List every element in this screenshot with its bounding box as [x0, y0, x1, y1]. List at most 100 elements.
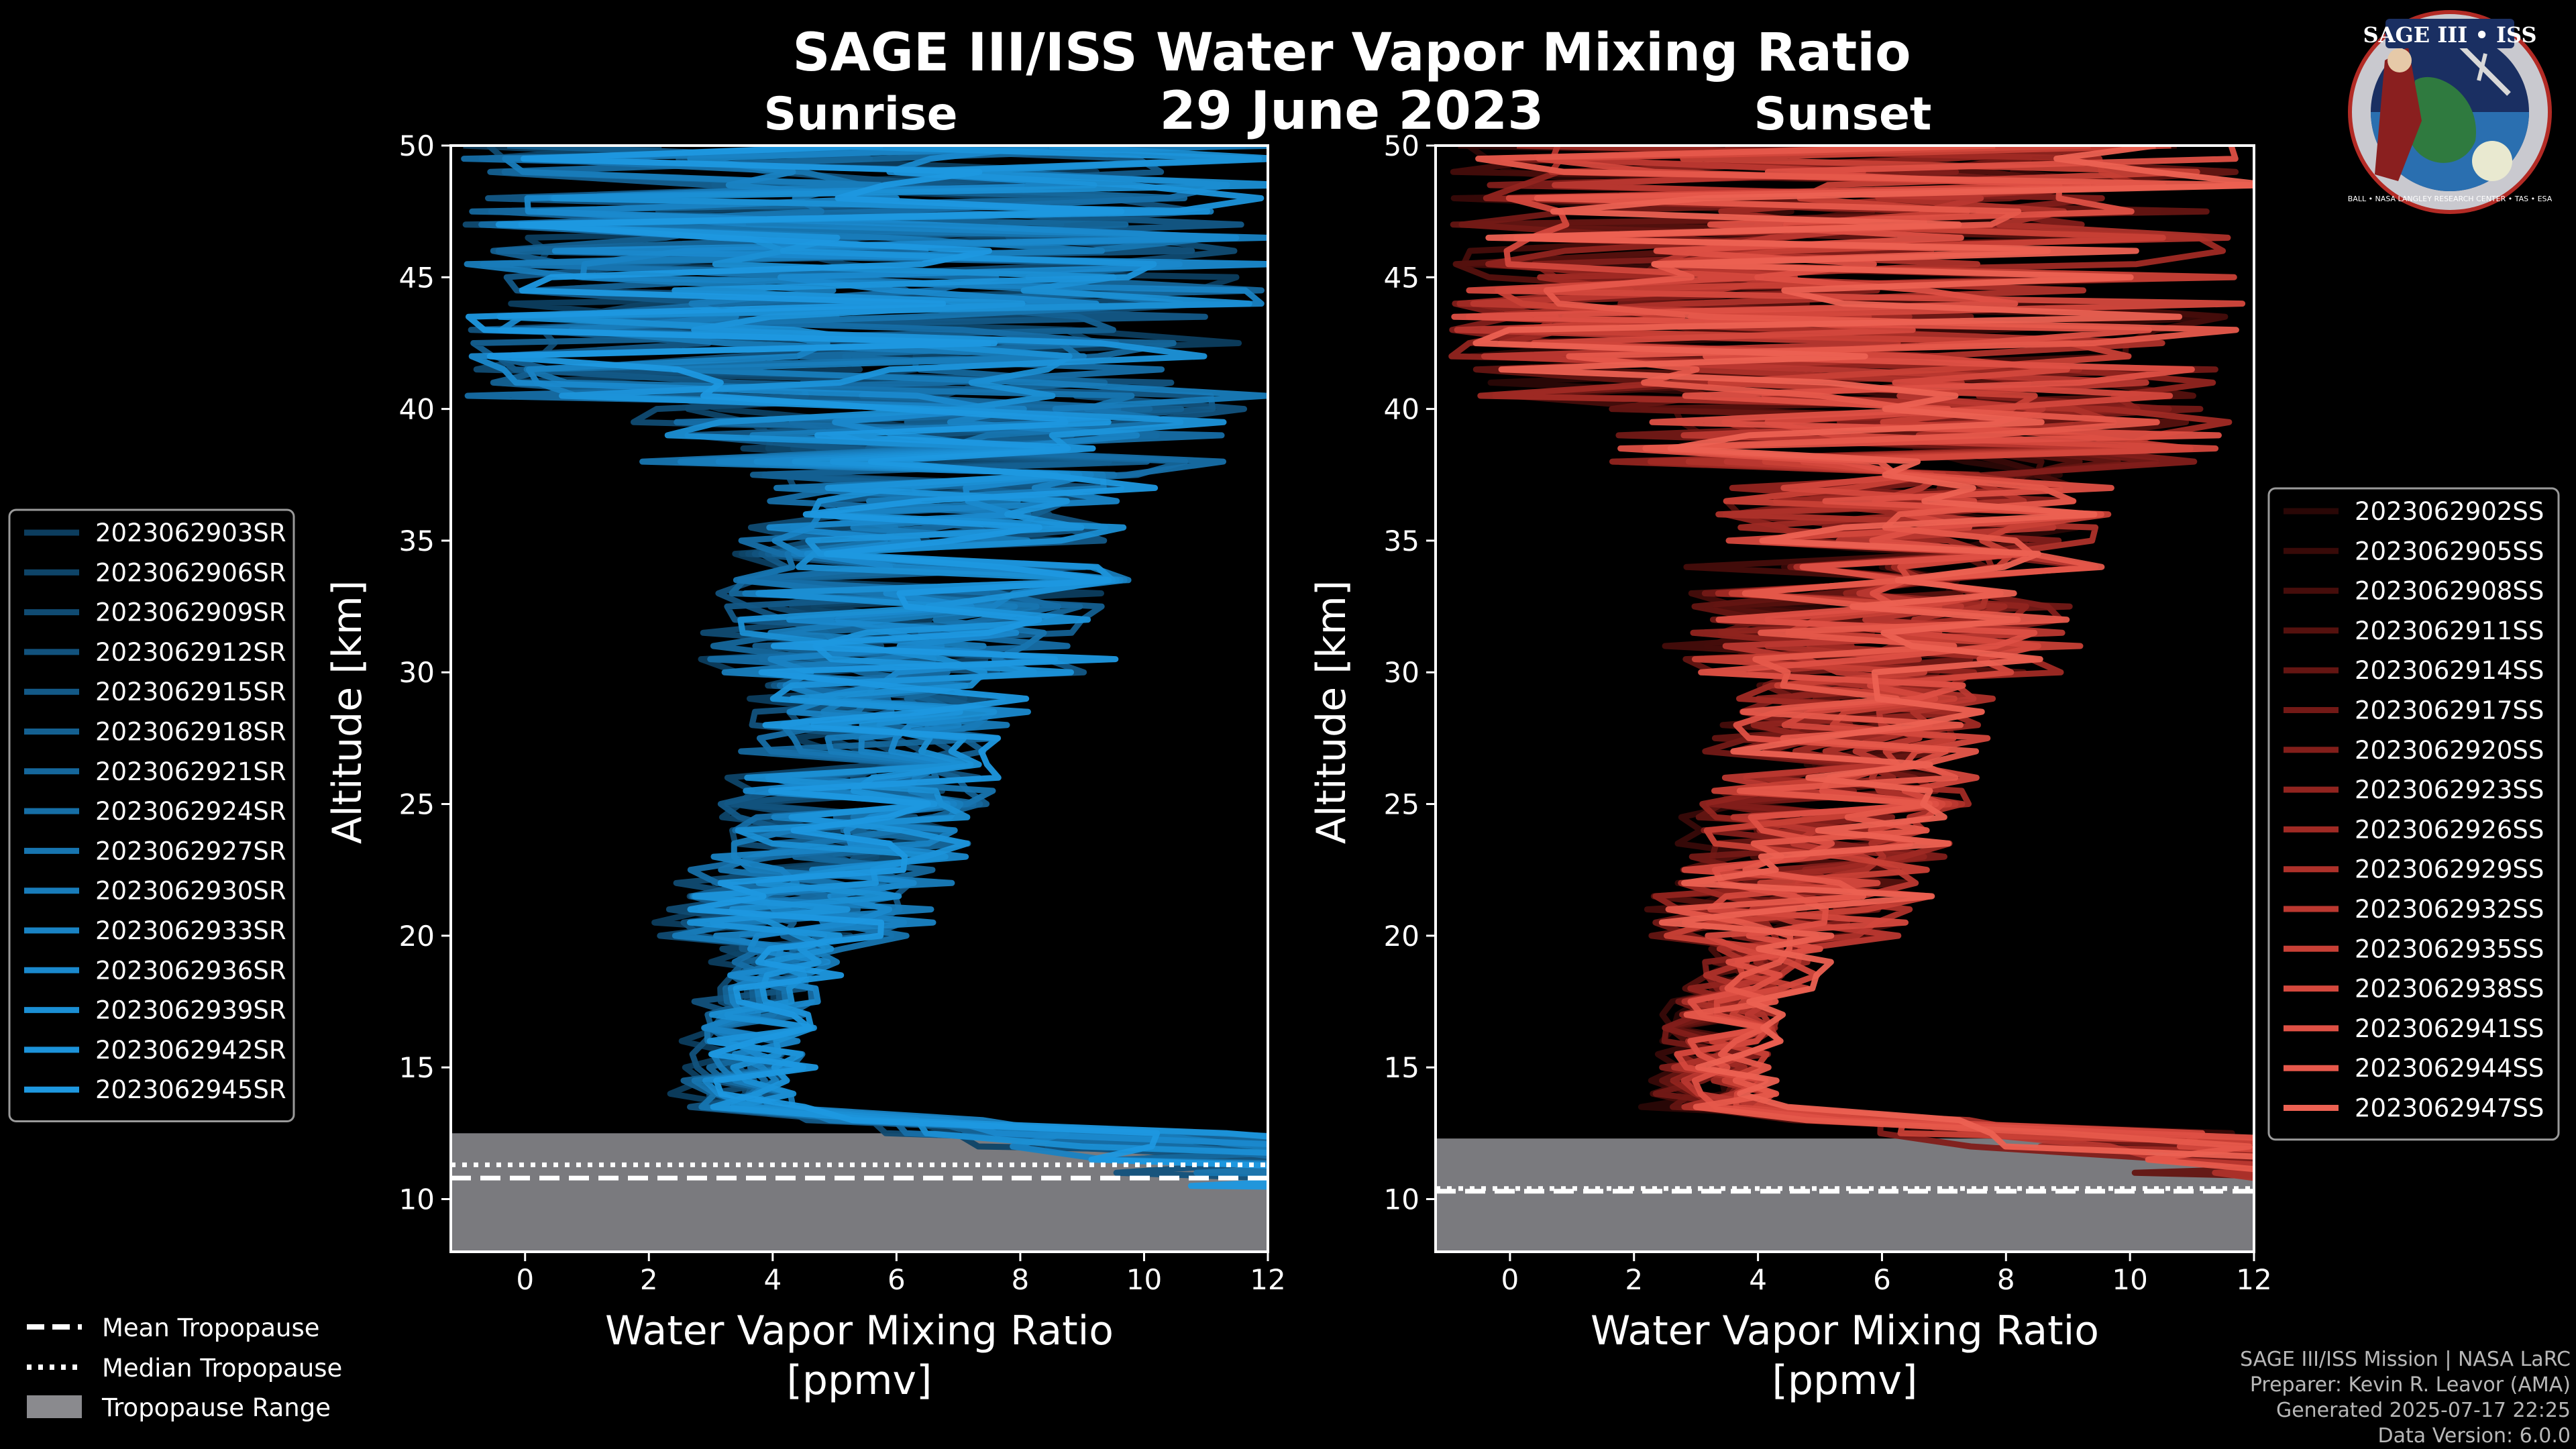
- profile-line-2023062912SR: [468, 146, 1268, 1181]
- credit-line-4: Data Version: 6.0.0: [2378, 1424, 2571, 1448]
- profile-line-2023062929SS: [1465, 146, 2254, 1181]
- legend-label: 2023062924SR: [95, 797, 286, 826]
- x-tick-label: 6: [1873, 1263, 1891, 1296]
- legend-label: 2023062941SS: [2355, 1014, 2544, 1043]
- logo-text: SAGE III • ISS: [2363, 22, 2537, 48]
- axes-frame: [1434, 144, 2255, 1253]
- x-axis-label: Water Vapor Mixing Ratio: [605, 1307, 1114, 1354]
- mean-tropopause-label: Mean Tropopause: [102, 1313, 320, 1342]
- x-tick-label: 6: [888, 1263, 906, 1296]
- legend-label: 2023062921SR: [95, 757, 286, 786]
- y-tick-label: 30: [399, 656, 435, 689]
- y-tick-label: 45: [399, 261, 435, 294]
- legend-label: 2023062947SS: [2355, 1094, 2544, 1123]
- sunrise-panel: 0 2 4 6 8 10 12 10 15 20 25 30 35 40 45 50 Water Vapor M…: [324, 129, 1286, 1404]
- tropopause-range-swatch: [27, 1395, 82, 1418]
- legend-label: 2023062908SS: [2355, 577, 2544, 606]
- x-tick-label: 2: [1625, 1263, 1643, 1296]
- y-tick-label: 45: [1384, 261, 1419, 294]
- legend-label: 2023062909SR: [95, 598, 286, 627]
- x-tick-label: 12: [2236, 1263, 2271, 1296]
- x-tick-label: 10: [1126, 1263, 1162, 1296]
- y-tick-label: 10: [1384, 1183, 1419, 1216]
- panel-title-sunrise: Sunrise: [763, 88, 957, 141]
- y-axis-label: Altitude [km]: [324, 580, 371, 845]
- x-tick-label: 4: [1749, 1263, 1767, 1296]
- median-tropopause-label: Median Tropopause: [102, 1354, 342, 1383]
- y-tick-label: 40: [399, 393, 435, 426]
- profile-line-2023062942SR: [496, 146, 1268, 1140]
- sunrise-legend: 2023062903SR 2023062906SR 2023062909SR 2023…: [8, 508, 295, 1122]
- x-tick-label: 10: [2112, 1263, 2147, 1296]
- y-tick-label: 25: [399, 788, 435, 821]
- credits: SAGE III/ISS Mission | NASA LaRC Prepare…: [2240, 1348, 2571, 1448]
- sunset-legend: 2023062902SS 2023062905SS 2023062908SS 2023…: [2267, 487, 2560, 1141]
- plot-area: [451, 146, 1268, 1252]
- y-tick-label: 20: [399, 920, 435, 953]
- y-axis-label: Altitude [km]: [1308, 580, 1355, 845]
- legend-box: [8, 508, 295, 1122]
- legend-label: 2023062902SS: [2355, 497, 2544, 526]
- legend-label: 2023062915SR: [95, 678, 286, 706]
- logo-ring-text: BALL • NASA LANGLEY RESEARCH CENTER • TA…: [2348, 195, 2553, 203]
- legend-label: 2023062912SR: [95, 638, 286, 667]
- figure-title: SAGE III/ISS Water Vapor Mixing Ratio: [792, 23, 1911, 83]
- y-tick-label: 30: [1384, 656, 1419, 689]
- axes-frame: [449, 144, 1269, 1253]
- legend-label: 2023062906SR: [95, 558, 286, 587]
- legend-label: 2023062927SR: [95, 837, 286, 865]
- profile-line-2023062947SS: [1472, 146, 2254, 1160]
- legend-label: 2023062935SS: [2355, 934, 2544, 963]
- sunset-panel: 0 2 4 6 8 10 12 10 15 20 25 30 35 40 45 50 Water Vapor M…: [1308, 129, 2272, 1404]
- y-tick-label: 15: [399, 1051, 435, 1084]
- legend-label: 2023062932SS: [2355, 895, 2544, 924]
- legend-label: 2023062945SR: [95, 1075, 286, 1104]
- legend-label: 2023062930SR: [95, 877, 286, 906]
- legend-label: 2023062929SS: [2355, 855, 2544, 884]
- legend-label: 2023062942SR: [95, 1036, 286, 1065]
- legend-label: 2023062918SR: [95, 718, 286, 747]
- legend-label: 2023062944SS: [2355, 1054, 2544, 1083]
- sage-iii-iss-logo: SAGE III • ISS BALL • NASA LANGLEY RESEA…: [2348, 10, 2553, 214]
- x-tick-label: 4: [763, 1263, 782, 1296]
- figure-date: 29 June 2023: [1160, 81, 1544, 142]
- profile-line-2023062924SR: [461, 146, 1268, 1159]
- y-tick-label: 50: [399, 129, 435, 162]
- legend-label: 2023062938SS: [2355, 975, 2544, 1004]
- x-tick-label: 0: [516, 1263, 534, 1296]
- y-tick-label: 40: [1384, 393, 1419, 426]
- x-axis-label: Water Vapor Mixing Ratio: [1591, 1307, 2099, 1354]
- y-tick-label: 20: [1384, 920, 1419, 953]
- y-tick-label: 35: [399, 525, 435, 557]
- legend-label: 2023062920SS: [2355, 736, 2544, 765]
- credit-line-3: Generated 2025-07-17 22:25: [2276, 1399, 2571, 1422]
- y-tick-label: 15: [1384, 1051, 1419, 1084]
- profile-line-2023062945SR: [465, 146, 1268, 1190]
- legend-label: 2023062923SS: [2355, 775, 2544, 804]
- x-tick-label: 8: [1997, 1263, 2015, 1296]
- y-tick-label: 35: [1384, 525, 1419, 557]
- legend-label: 2023062933SR: [95, 916, 286, 945]
- y-tick-label: 50: [1384, 129, 1419, 162]
- y-tick-label: 25: [1384, 788, 1419, 821]
- legend-label: 2023062926SS: [2355, 815, 2544, 844]
- x-axis-unit: [ppmv]: [787, 1357, 932, 1404]
- plot-area: [1436, 146, 2254, 1252]
- legend-label: 2023062936SR: [95, 956, 286, 985]
- y-tick-label: 10: [399, 1183, 435, 1216]
- x-tick-label: 12: [1250, 1263, 1285, 1296]
- legend-label: 2023062905SS: [2355, 537, 2544, 566]
- legend-label: 2023062903SR: [95, 519, 286, 547]
- tropopause-legend: Mean Tropopause Median Tropopause Tropop…: [27, 1313, 342, 1422]
- credit-line-2: Preparer: Kevin R. Leavor (AMA): [2250, 1373, 2571, 1397]
- x-tick-label: 0: [1501, 1263, 1519, 1296]
- profile-line-2023062938SS: [1466, 146, 2254, 1152]
- legend-label: 2023062911SS: [2355, 616, 2544, 645]
- tropopause-range-label: Tropopause Range: [101, 1393, 331, 1422]
- credit-line-1: SAGE III/ISS Mission | NASA LaRC: [2240, 1348, 2571, 1371]
- x-axis-unit: [ppmv]: [1772, 1357, 1918, 1404]
- legend-label: 2023062914SS: [2355, 656, 2544, 685]
- legend-box: [2267, 487, 2560, 1141]
- legend-label: 2023062939SR: [95, 996, 286, 1025]
